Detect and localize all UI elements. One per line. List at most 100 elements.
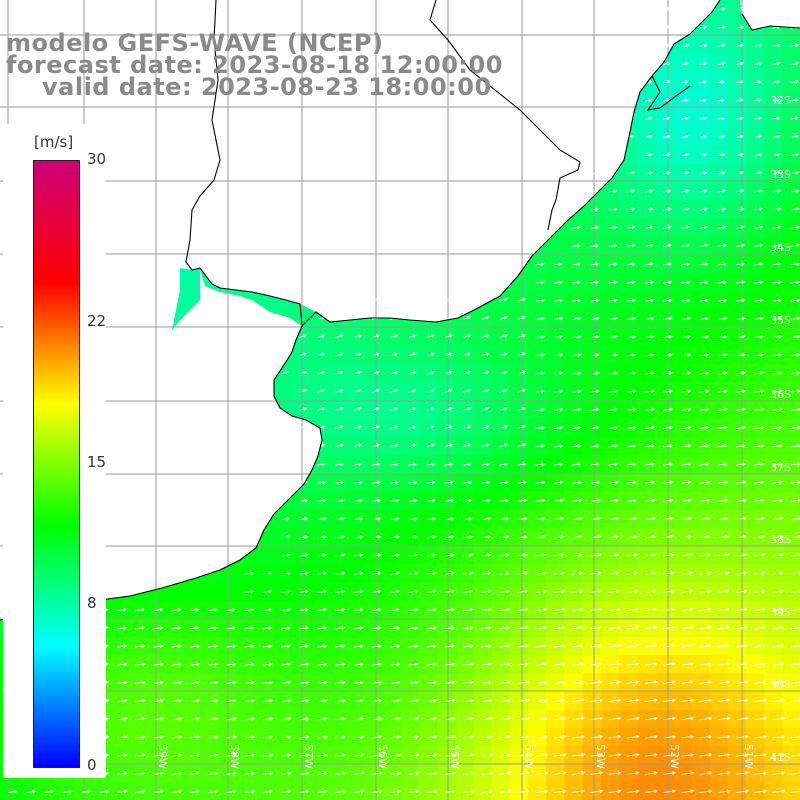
wind-arrow [663,753,677,757]
wind-arrow [681,280,691,284]
wind-arrow [335,571,346,576]
wind-arrow [590,371,600,375]
wind-arrow [772,407,783,412]
wind-arrow [444,662,456,666]
wind-arrow [462,480,473,485]
wind-arrow [462,571,474,576]
wind-arrow [280,370,289,375]
wind-arrow [408,388,417,393]
wind-arrow [299,498,309,503]
wind-arrow [535,353,545,357]
wind-arrow [772,152,781,157]
field-cell [254,546,274,565]
wind-arrow [626,571,639,575]
wind-arrow [699,698,713,703]
field-cell [782,600,800,620]
lon-label: 59W [156,744,169,769]
field-cell [236,782,256,800]
wind-arrow [171,626,182,630]
wind-arrow [754,771,768,775]
wind-arrow [189,607,200,612]
wind-arrow [371,753,383,757]
wind-arrow [353,480,363,485]
wind-arrow [717,80,726,84]
wind-arrow [517,334,527,339]
wind-arrow [426,644,438,648]
wind-arrow [754,61,763,66]
wind-arrow [735,116,744,121]
wind-arrow [626,534,638,539]
wind-arrow [153,680,165,685]
wind-arrow [681,207,690,211]
wind-arrow [626,207,636,211]
wind-arrow [772,480,784,484]
wind-arrow [644,98,653,102]
wind-arrow [153,753,165,757]
wind-arrow [390,443,399,448]
wind-arrow [663,498,674,503]
wind-arrow [444,735,456,739]
wind-arrow [644,353,655,357]
wind-arrow [681,243,691,248]
wind-arrow [735,262,746,266]
wind-arrow [262,735,274,739]
wind-arrow [717,643,731,648]
wind-arrow [444,425,453,430]
wind-arrow [790,534,800,539]
wind-arrow [444,553,455,557]
wind-arrow [644,189,654,193]
wind-arrow [299,698,310,703]
wind-arrow [717,152,726,157]
wind-arrow [299,370,308,375]
wind-arrow [353,297,362,302]
wind-arrow [444,315,454,320]
field-cell [364,782,383,800]
wind-arrow [189,698,201,703]
wind-arrow [735,498,747,503]
wind-arrow [553,444,564,448]
wind-arrow [754,298,764,303]
wind-arrow [735,207,745,211]
wind-arrow [699,498,711,503]
wind-arrow [390,462,399,467]
wind-arrow [553,716,567,721]
wind-arrow [790,262,800,266]
wind-arrow [353,753,365,757]
wind-arrow [499,662,511,666]
wind-arrow [517,625,529,630]
wind-arrow [262,662,274,667]
wind-arrow [299,716,310,721]
wind-arrow [335,388,344,393]
wind-arrow [644,643,658,648]
field-cell [564,782,583,800]
wind-arrow [262,680,274,685]
wind-arrow [681,516,693,521]
wind-arrow [608,444,619,448]
wind-arrow [481,662,493,666]
wind-arrow [735,371,747,375]
wind-arrow [499,789,512,794]
field-cell [782,382,800,401]
wind-arrow [444,789,457,794]
wind-arrow [735,407,747,412]
wind-arrow [626,662,640,666]
wind-arrow [681,43,690,48]
wind-arrow [790,498,800,503]
wind-arrow [754,407,765,412]
wind-arrow [226,735,237,739]
wind-arrow [608,389,619,394]
wind-arrow [572,189,581,194]
wind-arrow [790,734,800,739]
wind-arrow [572,389,582,394]
wind-arrow [535,753,549,757]
wind-arrow [299,553,309,557]
wind-arrow [444,498,455,503]
wind-arrow [644,789,658,794]
wind-arrow [717,553,730,557]
wind-arrow [590,516,601,521]
wind-arrow [535,371,545,376]
wind-arrow [754,316,764,321]
wind-arrow [244,662,255,667]
wind-arrow [244,753,256,758]
wind-arrow [353,462,363,467]
